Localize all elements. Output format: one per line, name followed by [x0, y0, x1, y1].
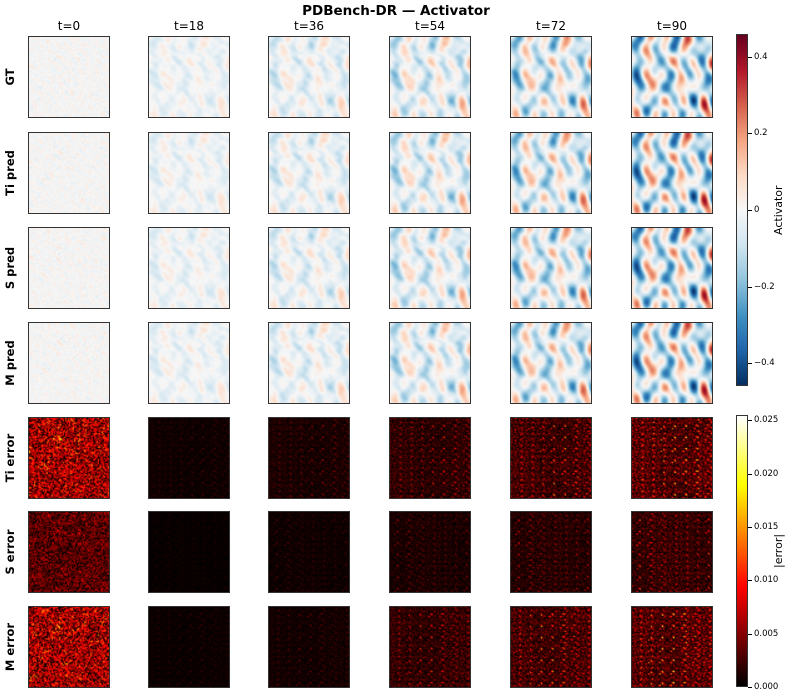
heatmap-panel: [148, 322, 230, 404]
heatmap-panel: [28, 227, 110, 309]
heatmap-panel: [28, 417, 110, 499]
row-label: S pred: [3, 246, 17, 290]
colorbar-tick-label: −0.4: [754, 358, 775, 368]
heatmap-panel: [389, 36, 471, 118]
colorbar-tick: [748, 133, 752, 134]
column-label: t=90: [656, 19, 688, 33]
colorbar-tick: [748, 287, 752, 288]
column-label: t=54: [414, 19, 446, 33]
colorbar-tick: [748, 687, 752, 688]
chart-title: PDBench-DR — Activator: [302, 3, 490, 19]
heatmap-panel: [389, 227, 471, 309]
heatmap-panel: [389, 322, 471, 404]
column-label: t=18: [173, 19, 205, 33]
colorbar-tick-label: 0.025: [754, 415, 779, 425]
row-label: GT: [3, 68, 17, 86]
heatmap-panel: [510, 36, 592, 118]
heatmap-panel: [510, 132, 592, 214]
colorbar-tick-label: 0.000: [754, 682, 779, 692]
heatmap-panel: [268, 606, 350, 688]
heatmap-panel: [631, 227, 713, 309]
heatmap-panel: [510, 606, 592, 688]
heatmap-panel: [28, 132, 110, 214]
heatmap-panel: [631, 322, 713, 404]
heatmap-panel: [148, 132, 230, 214]
colorbar-tick: [748, 527, 752, 528]
colorbar-label: Activator: [772, 185, 785, 235]
colorbar-tick: [748, 210, 752, 211]
heatmap-panel: [148, 417, 230, 499]
colorbar-tick: [748, 634, 752, 635]
row-label: S error: [3, 529, 17, 575]
heatmap-panel: [631, 606, 713, 688]
colorbar: [736, 415, 748, 687]
colorbar-label: |error|: [772, 533, 785, 569]
heatmap-panel: [510, 417, 592, 499]
heatmap-panel: [631, 511, 713, 593]
colorbar: [736, 34, 748, 386]
colorbar-tick: [748, 57, 752, 58]
row-label: Ti error: [3, 433, 17, 483]
heatmap-panel: [510, 511, 592, 593]
heatmap-panel: [268, 511, 350, 593]
heatmap-panel: [148, 227, 230, 309]
colorbar-tick: [748, 363, 752, 364]
heatmap-panel: [268, 417, 350, 499]
heatmap-panel: [28, 36, 110, 118]
colorbar-tick-label: 0: [754, 205, 760, 215]
heatmap-panel: [631, 417, 713, 499]
heatmap-panel: [28, 606, 110, 688]
colorbar-tick-label: 0.005: [754, 629, 779, 639]
heatmap-panel: [268, 132, 350, 214]
row-label: Ti pred: [3, 150, 17, 196]
heatmap-panel: [148, 511, 230, 593]
colorbar-tick-label: 0.015: [754, 522, 779, 532]
column-label: t=36: [293, 19, 325, 33]
column-label: t=0: [57, 19, 81, 33]
heatmap-panel: [268, 36, 350, 118]
colorbar-tick-label: 0.020: [754, 469, 779, 479]
heatmap-panel: [389, 606, 471, 688]
heatmap-panel: [510, 322, 592, 404]
colorbar-tick-label: 0.4: [754, 52, 768, 62]
heatmap-panel: [389, 511, 471, 593]
heatmap-panel: [268, 322, 350, 404]
heatmap-panel: [28, 511, 110, 593]
heatmap-panel: [148, 36, 230, 118]
heatmap-panel: [389, 132, 471, 214]
heatmap-panel: [631, 132, 713, 214]
colorbar-tick-label: 0.010: [754, 575, 779, 585]
heatmap-panel: [148, 606, 230, 688]
heatmap-panel: [510, 227, 592, 309]
colorbar-tick: [748, 420, 752, 421]
heatmap-panel: [631, 36, 713, 118]
colorbar-tick: [748, 580, 752, 581]
heatmap-panel: [268, 227, 350, 309]
heatmap-panel: [28, 322, 110, 404]
heatmap-panel: [389, 417, 471, 499]
colorbar-tick-label: −0.2: [754, 282, 775, 292]
row-label: M error: [3, 622, 17, 672]
column-label: t=72: [535, 19, 567, 33]
row-label: M pred: [3, 340, 17, 386]
colorbar-tick: [748, 474, 752, 475]
colorbar-tick-label: 0.2: [754, 128, 768, 138]
